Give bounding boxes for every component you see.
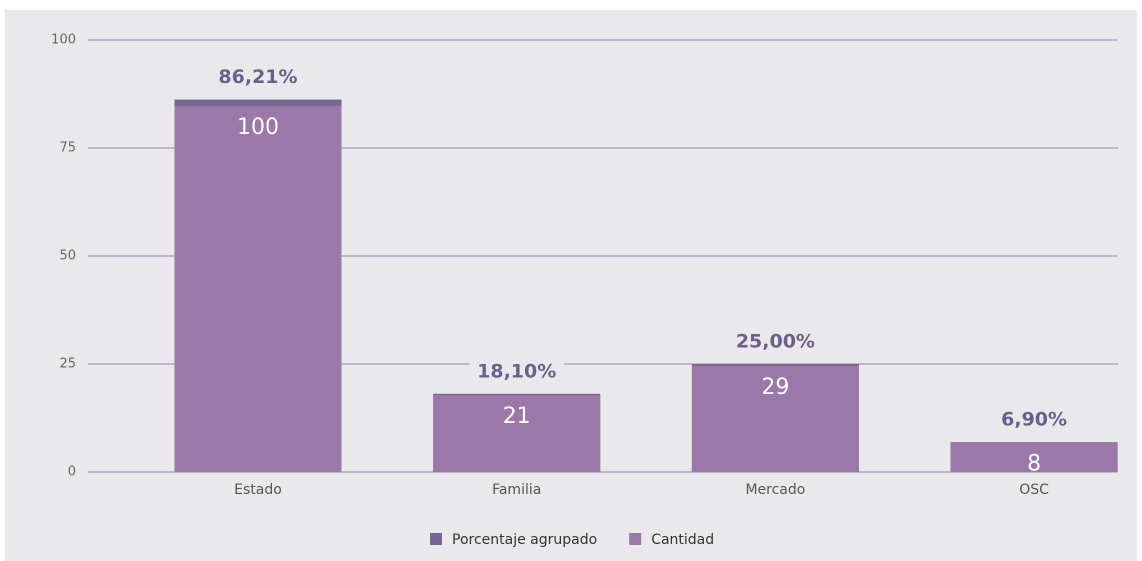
value-label: 100 xyxy=(237,115,279,140)
legend-swatch xyxy=(629,533,642,545)
value-label: 29 xyxy=(761,375,789,400)
label-background xyxy=(993,408,1076,431)
legend-swatch xyxy=(430,533,442,545)
x-tick-label: Familia xyxy=(492,482,541,498)
legend-label: Porcentaje agrupado xyxy=(452,532,597,548)
value-label: 8 xyxy=(1027,452,1041,477)
value-label: 18,10% xyxy=(477,360,556,382)
x-tick-label: OSC xyxy=(1019,482,1049,498)
value-label: 86,21% xyxy=(218,66,297,88)
y-tick-label: 0 xyxy=(68,465,76,480)
value-label: 21 xyxy=(503,404,531,429)
bar xyxy=(950,442,1118,472)
label-background xyxy=(210,66,306,89)
y-tick-label: 75 xyxy=(59,141,76,156)
y-tick-label: 50 xyxy=(59,249,76,264)
label-background xyxy=(727,330,823,353)
x-tick-label: Estado xyxy=(234,482,282,498)
legend-label: Cantidad xyxy=(651,532,714,548)
y-tick-label: 100 xyxy=(51,33,76,48)
bar xyxy=(691,365,859,472)
bar xyxy=(433,395,601,472)
x-tick-label: Mercado xyxy=(745,482,805,498)
y-tick-label: 25 xyxy=(59,357,76,372)
label-background xyxy=(469,360,565,383)
value-label: 6,90% xyxy=(1001,409,1067,431)
value-label: 25,00% xyxy=(736,331,815,353)
bar xyxy=(174,105,342,472)
